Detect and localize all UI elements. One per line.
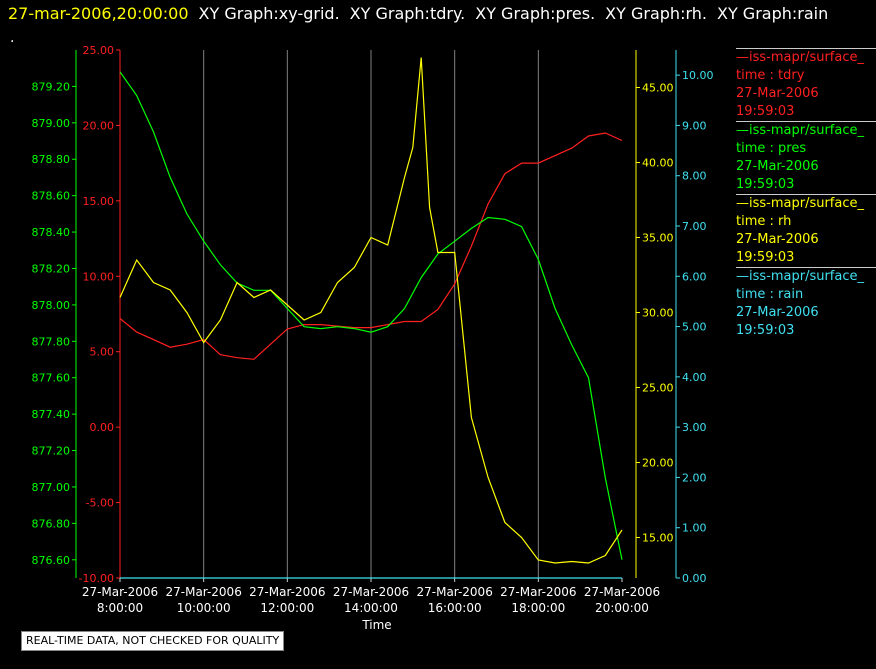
legend-date: 27-Mar-2006 bbox=[736, 159, 819, 174]
legend-time: 19:59:03 bbox=[736, 250, 795, 265]
pres-tick-label: 878.20 bbox=[32, 262, 71, 275]
x-tick-label-time: 14:00:00 bbox=[344, 601, 398, 615]
legend-item-pres: —iss-mapr/surface_ time : pres 27-Mar-20… bbox=[736, 121, 876, 194]
rh-tick-label: 20.00 bbox=[642, 457, 674, 470]
rh-tick-label: 35.00 bbox=[642, 232, 674, 245]
header-graph-rh: XY Graph:rh. bbox=[605, 4, 707, 23]
pres-tick-label: 878.00 bbox=[32, 299, 71, 312]
legend-date: 27-Mar-2006 bbox=[736, 86, 819, 101]
legend-source: —iss-mapr/surface_ bbox=[736, 50, 865, 65]
quality-notice: REAL-TIME DATA, NOT CHECKED FOR QUALITY bbox=[21, 631, 285, 651]
rh-tick-label: 15.00 bbox=[642, 532, 674, 545]
tdry-tick-label: 10.00 bbox=[83, 270, 115, 283]
rain-tick-label: 1.00 bbox=[682, 522, 707, 535]
tdry-tick-label: 20.00 bbox=[83, 119, 115, 132]
x-tick-label-time: 16:00:00 bbox=[428, 601, 482, 615]
x-tick-label-date: 27-Mar-2006 bbox=[82, 585, 158, 599]
tdry-tick-label: 5.00 bbox=[90, 346, 115, 359]
rain-tick-label: 3.00 bbox=[682, 421, 707, 434]
rain-tick-label: 5.00 bbox=[682, 321, 707, 334]
legend-time: 19:59:03 bbox=[736, 177, 795, 192]
pres-tick-label: 878.80 bbox=[32, 153, 71, 166]
header-graph-rain: XY Graph:rain bbox=[716, 4, 829, 23]
x-tick-label-date: 27-Mar-2006 bbox=[416, 585, 492, 599]
rain-tick-label: 8.00 bbox=[682, 170, 707, 183]
legend-item-rh: —iss-mapr/surface_ time : rh 27-Mar-2006… bbox=[736, 194, 876, 267]
tdry-tick-label: 25.00 bbox=[83, 44, 115, 57]
pres-tick-label: 876.60 bbox=[32, 554, 71, 567]
legend-label: time : rain bbox=[736, 287, 804, 302]
legend-label: time : tdry bbox=[736, 68, 805, 83]
legend-label: time : pres bbox=[736, 141, 807, 156]
header-graph-pres: XY Graph:pres. bbox=[475, 4, 596, 23]
header-dot: . bbox=[10, 30, 15, 46]
series-pres-line bbox=[119, 71, 623, 560]
x-tick-label-time: 10:00:00 bbox=[177, 601, 231, 615]
header-timestamp: 27-mar-2006,20:00:00 bbox=[8, 4, 189, 23]
x-tick-label-time: 12:00:00 bbox=[260, 601, 314, 615]
pres-tick-label: 877.40 bbox=[32, 408, 71, 421]
pres-tick-label: 878.60 bbox=[32, 190, 71, 203]
x-axis-title: Time bbox=[361, 618, 391, 632]
x-tick-label-date: 27-Mar-2006 bbox=[333, 585, 409, 599]
pres-tick-label: 876.80 bbox=[32, 517, 71, 530]
legend-date: 27-Mar-2006 bbox=[736, 232, 819, 247]
x-tick-label-time: 18:00:00 bbox=[511, 601, 565, 615]
header-graph-xy-grid: XY Graph:xy-grid. bbox=[198, 4, 340, 23]
legend-source: —iss-mapr/surface_ bbox=[736, 269, 865, 284]
rh-tick-label: 40.00 bbox=[642, 157, 674, 170]
legend-item-tdry: —iss-mapr/surface_ time : tdry 27-Mar-20… bbox=[736, 48, 876, 121]
pres-tick-label: 877.20 bbox=[32, 445, 71, 458]
pres-tick-label: 879.00 bbox=[32, 117, 71, 130]
header-graph-tdry: XY Graph:tdry. bbox=[349, 4, 466, 23]
pres-tick-label: 877.80 bbox=[32, 335, 71, 348]
legend-time: 19:59:03 bbox=[736, 104, 795, 119]
x-tick-label-date: 27-Mar-2006 bbox=[584, 585, 660, 599]
rain-tick-label: 6.00 bbox=[682, 270, 707, 283]
rh-tick-label: 30.00 bbox=[642, 307, 674, 320]
rain-tick-label: 2.00 bbox=[682, 471, 707, 484]
legend-date: 27-Mar-2006 bbox=[736, 305, 819, 320]
tdry-tick-label: 15.00 bbox=[83, 195, 115, 208]
tdry-tick-label: -10.00 bbox=[79, 572, 114, 585]
series-tdry-line bbox=[119, 132, 623, 360]
legend-item-rain: —iss-mapr/surface_ time : rain 27-Mar-20… bbox=[736, 267, 876, 340]
legend: —iss-mapr/surface_ time : tdry 27-Mar-20… bbox=[736, 48, 876, 340]
series-rh-line bbox=[119, 57, 623, 564]
rain-tick-label: 4.00 bbox=[682, 371, 707, 384]
legend-time: 19:59:03 bbox=[736, 323, 795, 338]
legend-source: —iss-mapr/surface_ bbox=[736, 123, 865, 138]
x-tick-label-time: 20:00:00 bbox=[595, 601, 649, 615]
x-tick-label-date: 27-Mar-2006 bbox=[165, 585, 241, 599]
rain-tick-label: 7.00 bbox=[682, 220, 707, 233]
x-tick-label-date: 27-Mar-2006 bbox=[249, 585, 325, 599]
legend-label: time : rh bbox=[736, 214, 792, 229]
rain-tick-label: 0.00 bbox=[682, 572, 707, 585]
pres-tick-label: 878.40 bbox=[32, 226, 71, 239]
pres-tick-label: 877.60 bbox=[32, 372, 71, 385]
pres-tick-label: 879.20 bbox=[32, 80, 71, 93]
x-tick-label-time: 8:00:00 bbox=[97, 601, 143, 615]
rh-tick-label: 45.00 bbox=[642, 82, 674, 95]
rain-tick-label: 9.00 bbox=[682, 119, 707, 132]
rh-tick-label: 25.00 bbox=[642, 382, 674, 395]
tdry-tick-label: -5.00 bbox=[86, 497, 114, 510]
x-tick-label-date: 27-Mar-2006 bbox=[500, 585, 576, 599]
pres-tick-label: 877.00 bbox=[32, 481, 71, 494]
legend-source: —iss-mapr/surface_ bbox=[736, 196, 865, 211]
tdry-tick-label: 0.00 bbox=[90, 421, 115, 434]
rain-tick-label: 10.00 bbox=[682, 69, 714, 82]
chart-header: 27-mar-2006,20:00:00 XY Graph:xy-grid. XY … bbox=[8, 2, 828, 26]
